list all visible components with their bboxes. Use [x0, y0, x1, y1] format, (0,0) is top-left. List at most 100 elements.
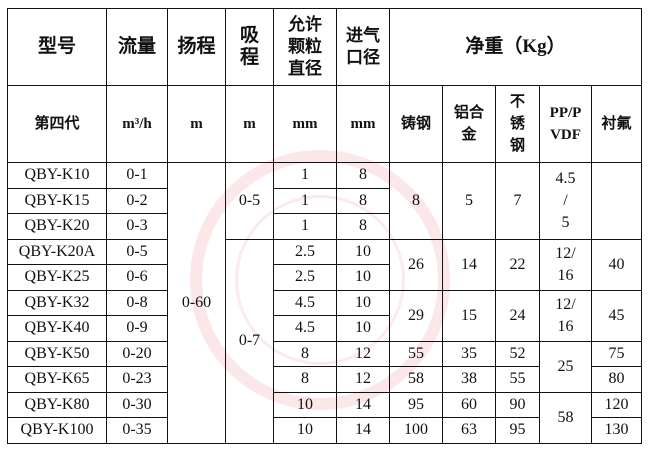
model-cell: QBY-K20	[7, 213, 107, 240]
unit-model: 第四代	[7, 85, 107, 163]
table-row: QBY-K10 0-1 0-60 0-5 1 8 8 5 7 4.5/5	[7, 162, 643, 444]
lined-fluorine-cell	[590, 162, 643, 240]
aluminum-cell: 38	[442, 366, 496, 393]
cast-steel-cell: 29	[389, 289, 443, 342]
pp-pvdf-cell: 25	[539, 340, 592, 393]
aluminum-cell: 15	[442, 289, 496, 342]
model-cell: QBY-K40	[7, 315, 107, 342]
flow-cell: 0-5	[106, 238, 168, 265]
flow-cell: 0-20	[106, 340, 168, 367]
cast-steel-cell: 8	[389, 162, 443, 240]
unit-cast-steel: 铸钢	[389, 85, 443, 163]
inlet-cell: 8	[336, 213, 390, 240]
particle-cell: 8	[273, 366, 337, 393]
particle-cell: 4.5	[273, 315, 337, 342]
flow-cell: 0-1	[106, 162, 168, 189]
inlet-cell: 10	[336, 264, 390, 291]
header-flow: 流量	[106, 8, 168, 86]
pp-pvdf-cell: 12/16	[539, 289, 592, 342]
flow-cell: 0-35	[106, 417, 168, 444]
particle-cell: 8	[273, 340, 337, 367]
inlet-cell: 8	[336, 162, 390, 189]
cast-steel-cell: 100	[389, 417, 443, 444]
stainless-cell: 90	[495, 391, 540, 418]
header-row: 型号 流量 扬程 吸程 允许 颗粒 直径 进气 口径 净重（Kg）	[7, 8, 643, 86]
inlet-cell: 8	[336, 187, 390, 214]
model-cell: QBY-K80	[7, 391, 107, 418]
inlet-cell: 12	[336, 366, 390, 393]
particle-cell: 1	[273, 213, 337, 240]
model-cell: QBY-K20A	[7, 238, 107, 265]
cast-steel-cell: 58	[389, 366, 443, 393]
flow-cell: 0-30	[106, 391, 168, 418]
table-row: QBY-K32 0-8 4.5 10 29 15 24 12/16 45	[7, 289, 643, 342]
table-row: QBY-K25 0-6 2.5 10	[7, 264, 642, 291]
header-head: 扬程	[167, 8, 226, 86]
header-model: 型号	[7, 8, 107, 86]
model-cell: QBY-K10	[7, 162, 107, 189]
table-row: QBY-K15 0-2 1 8	[7, 187, 642, 214]
lined-fluorine-cell: 75	[590, 340, 643, 367]
stainless-cell: 7	[495, 162, 540, 240]
particle-cell: 10	[273, 391, 337, 418]
inlet-cell: 12	[336, 340, 390, 367]
lined-fluorine-cell: 130	[590, 417, 643, 444]
lined-fluorine-cell: 80	[590, 366, 643, 393]
flow-cell: 0-23	[106, 366, 168, 393]
unit-suction: m	[225, 85, 274, 163]
pp-pvdf-cell: 12/16	[539, 238, 592, 291]
header-weight: 净重（Kg）	[388, 8, 643, 86]
table-row: QBY-K50 0-20 8 12 55 35 52 25 75	[7, 340, 643, 393]
head-cell: 0-60	[167, 162, 226, 444]
particle-cell: 2.5	[273, 264, 337, 291]
aluminum-cell: 35	[442, 340, 496, 367]
suction-cell: 0-7	[225, 238, 274, 444]
lined-fluorine-cell: 120	[590, 391, 643, 418]
cast-steel-cell: 26	[389, 238, 443, 291]
lined-fluorine-cell: 40	[590, 238, 643, 291]
header-suction: 吸程	[225, 8, 274, 86]
unit-lined-fluorine: 衬氟	[590, 85, 643, 163]
particle-cell: 1	[273, 162, 337, 189]
particle-cell: 1	[273, 187, 337, 214]
table-row: QBY-K80 0-30 10 14 95 60 90 58 120	[7, 391, 643, 444]
unit-stainless: 不锈钢	[495, 85, 540, 163]
inlet-cell: 10	[336, 238, 390, 265]
flow-cell: 0-6	[106, 264, 168, 291]
flow-cell: 0-9	[106, 315, 168, 342]
unit-flow: m³/h	[106, 85, 168, 163]
aluminum-cell: 14	[442, 238, 496, 291]
units-row: 第四代 m³/h m m mm mm 铸钢 铝合金 不锈钢 PP/P VDF 衬氟	[7, 85, 643, 163]
aluminum-cell: 5	[442, 162, 496, 240]
inlet-cell: 14	[336, 417, 390, 444]
flow-cell: 0-8	[106, 289, 168, 316]
stainless-cell: 24	[495, 289, 540, 342]
model-cell: QBY-K65	[7, 366, 107, 393]
flow-cell: 0-3	[106, 213, 168, 240]
pp-pvdf-cell: 4.5/5	[539, 162, 592, 240]
model-cell: QBY-K15	[7, 187, 107, 214]
stainless-cell: 95	[495, 417, 540, 444]
unit-head: m	[167, 85, 226, 163]
pump-spec-table: 型号 流量 扬程 吸程 允许 颗粒 直径 进气 口径 净重（Kg） 第四代 m³/h …	[7, 8, 643, 444]
unit-pp-pvdf: PP/P VDF	[539, 85, 592, 163]
unit-inlet: mm	[336, 85, 390, 163]
cast-steel-cell: 55	[389, 340, 443, 367]
stainless-cell: 22	[495, 238, 540, 291]
unit-aluminum: 铝合金	[442, 85, 496, 163]
table-row: QBY-K20A 0-5 0-7 2.5 10 26 14 22 12/16 4…	[7, 238, 643, 444]
inlet-cell: 10	[336, 315, 390, 342]
header-inlet: 进气 口径	[336, 8, 390, 86]
cast-steel-cell: 95	[389, 391, 443, 418]
suction-cell: 0-5	[225, 162, 274, 240]
stainless-cell: 55	[495, 366, 540, 393]
inlet-cell: 10	[336, 289, 390, 316]
aluminum-cell: 60	[442, 391, 496, 418]
table-row: QBY-K100 0-35 10 14 100 63 95 130	[7, 417, 643, 444]
header-particle: 允许 颗粒 直径	[273, 8, 337, 86]
flow-cell: 0-2	[106, 187, 168, 214]
unit-particle: mm	[273, 85, 337, 163]
model-cell: QBY-K100	[7, 417, 107, 444]
aluminum-cell: 63	[442, 417, 496, 444]
model-cell: QBY-K25	[7, 264, 107, 291]
